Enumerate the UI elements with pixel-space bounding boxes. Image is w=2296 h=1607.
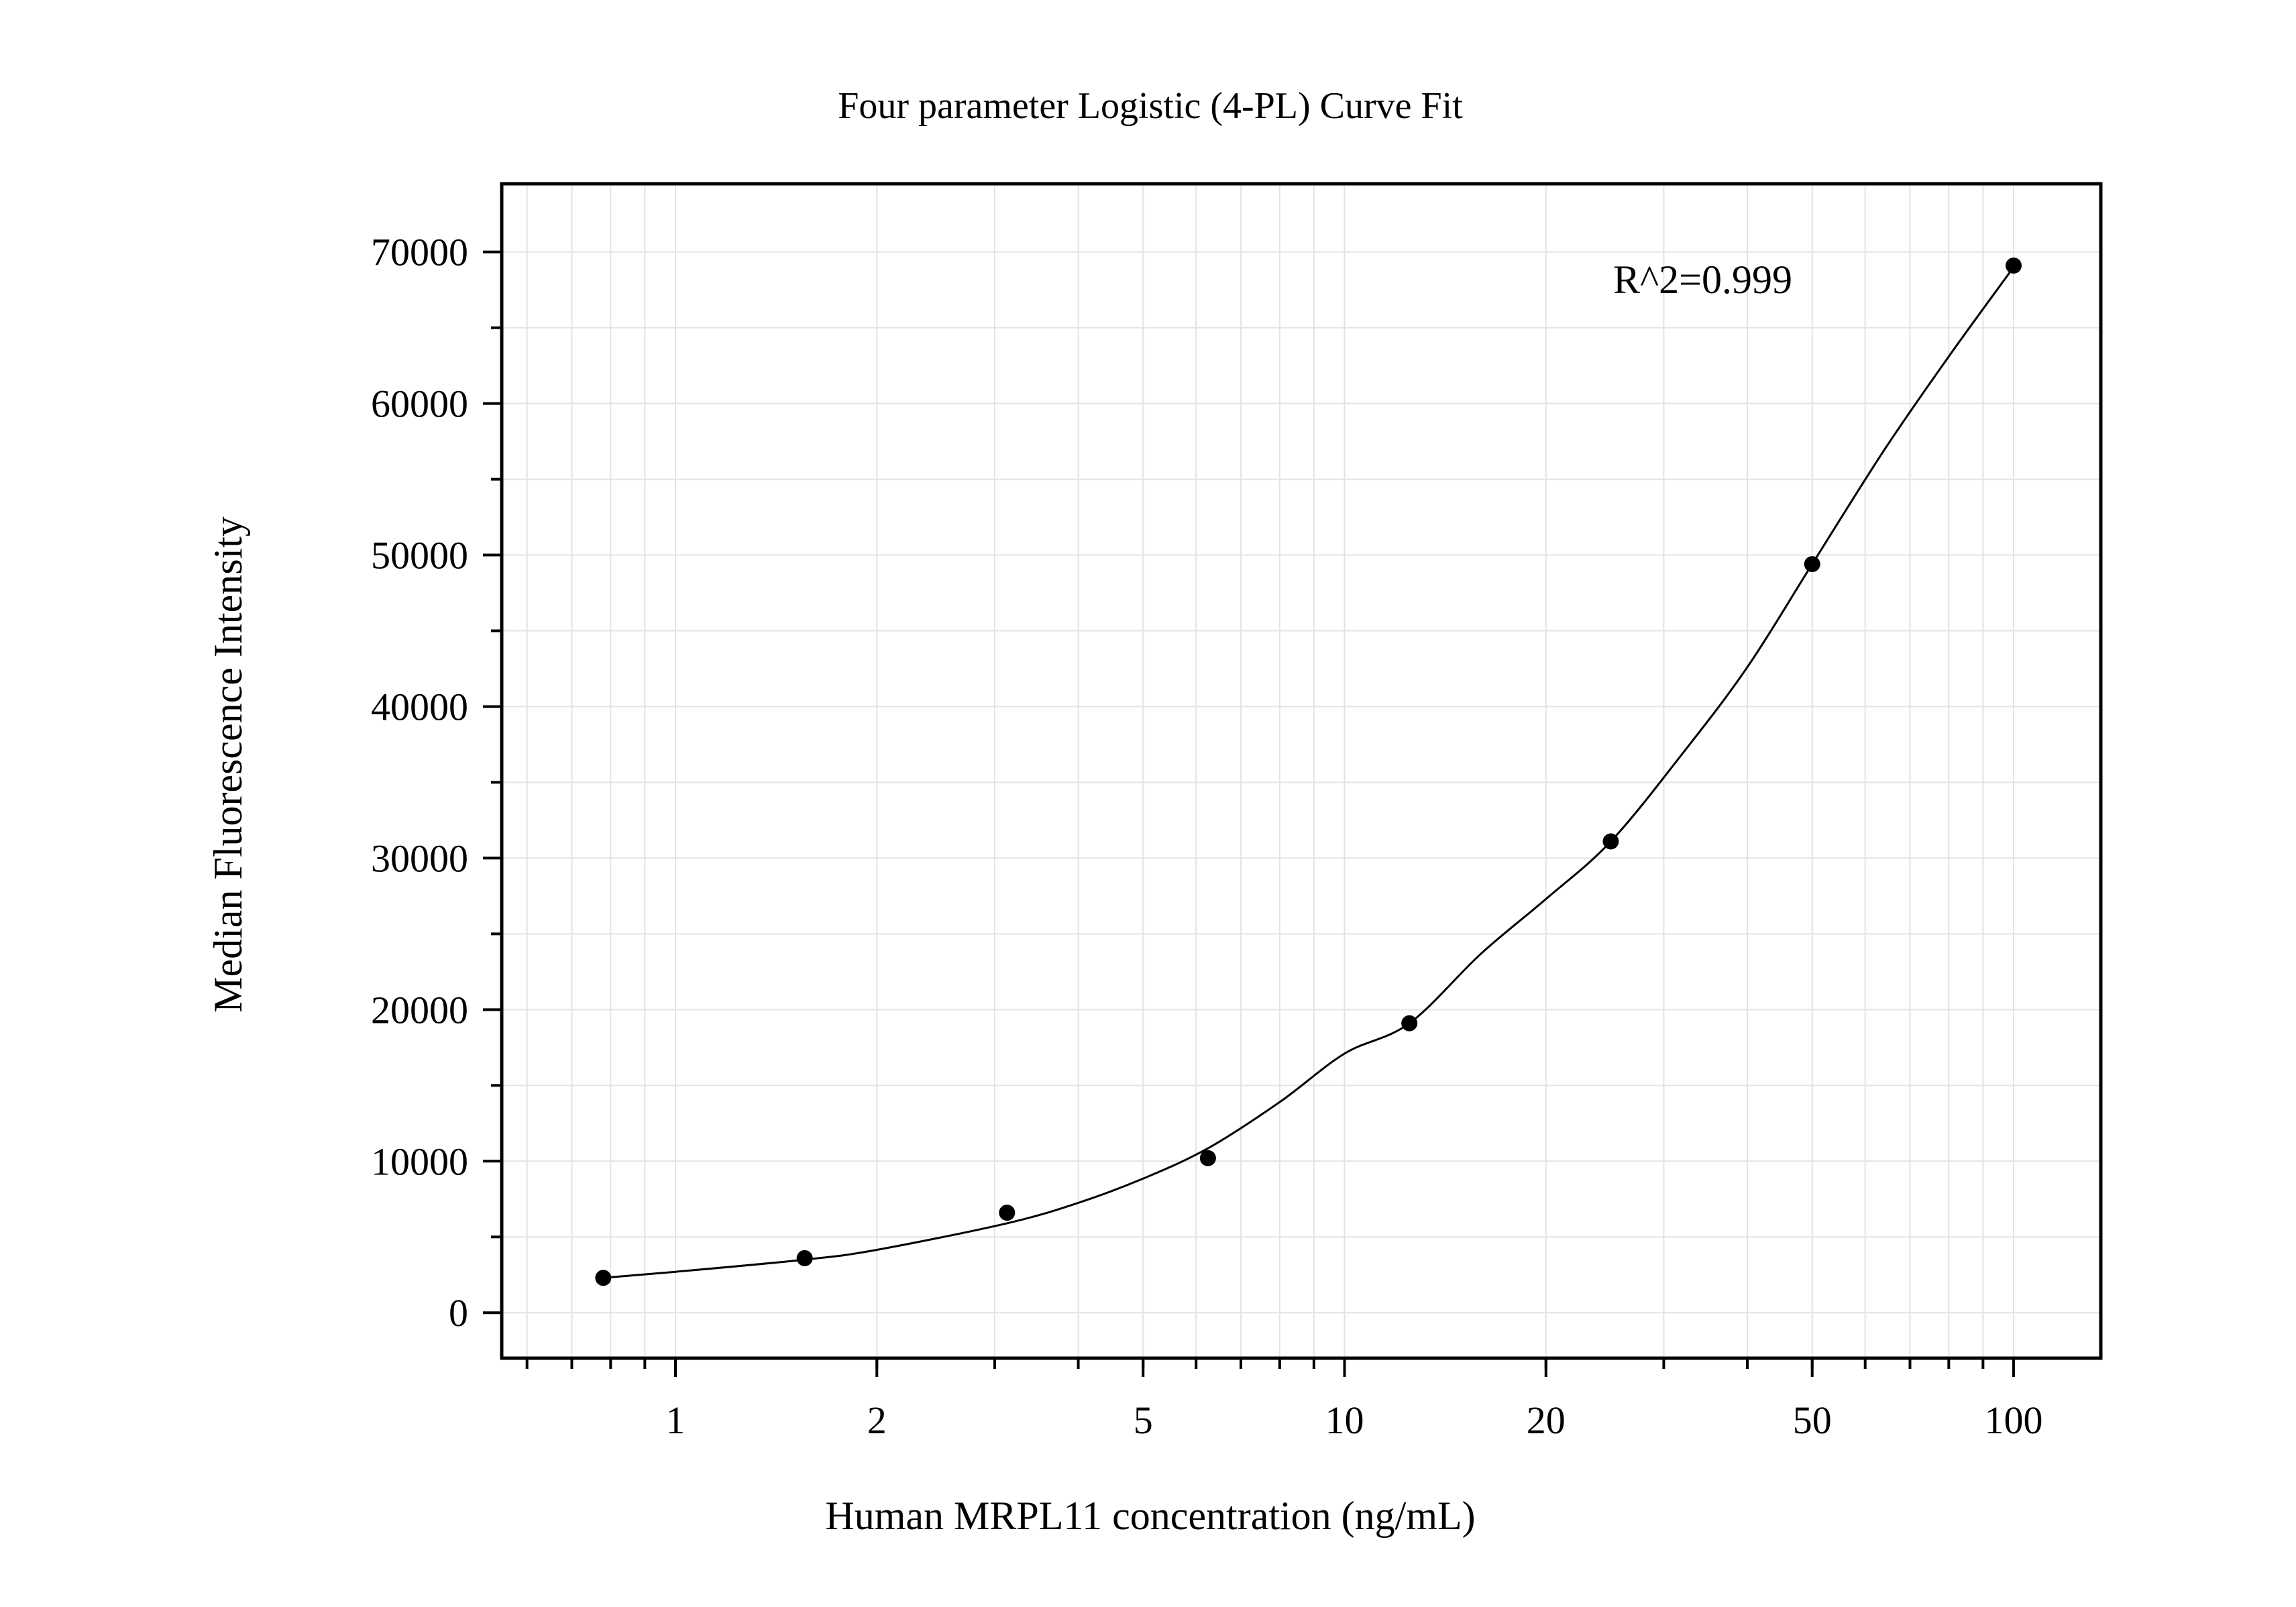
r-squared-annotation: R^2=0.999 [1613,258,1792,302]
y-tick-label: 10000 [371,1140,468,1183]
y-tick-label: 20000 [371,988,468,1032]
data-point [796,1250,813,1266]
y-axis-label: Median Fluorescence Intensity [206,516,250,1013]
data-point [1804,556,1820,573]
data-point [2005,258,2022,274]
x-tick-label: 100 [1984,1398,2042,1442]
chart-title: Four parameter Logistic (4-PL) Curve Fit [838,85,1463,127]
x-tick-label: 20 [1527,1398,1566,1442]
x-tick-label: 1 [665,1398,685,1442]
y-tick-label: 60000 [371,382,468,426]
x-tick-label: 50 [1793,1398,1832,1442]
grid-lines [502,184,2101,1358]
y-tick-label: 30000 [371,836,468,880]
axis-ticks [483,250,2015,1377]
tick-labels: 1 2 5 10 20 50 100 0 10000 20000 30000 40000 50000 60… [371,231,2042,1442]
data-point [595,1270,612,1286]
x-tick-label: 5 [1134,1398,1153,1442]
data-point [999,1205,1016,1221]
y-tick-label: 40000 [371,685,468,728]
data-point [1199,1150,1216,1166]
y-tick-label: 0 [449,1291,468,1335]
plot-frame [500,182,2103,1360]
y-tick-label: 50000 [371,534,468,577]
data-point [1602,833,1619,850]
data-point [1401,1015,1418,1032]
y-tick-label: 70000 [371,231,468,274]
x-tick-label: 2 [867,1398,887,1442]
x-tick-label: 10 [1325,1398,1364,1442]
x-axis-label: Human MRPL11 concentration (ng/mL) [825,1494,1475,1538]
data-points [595,258,2022,1286]
